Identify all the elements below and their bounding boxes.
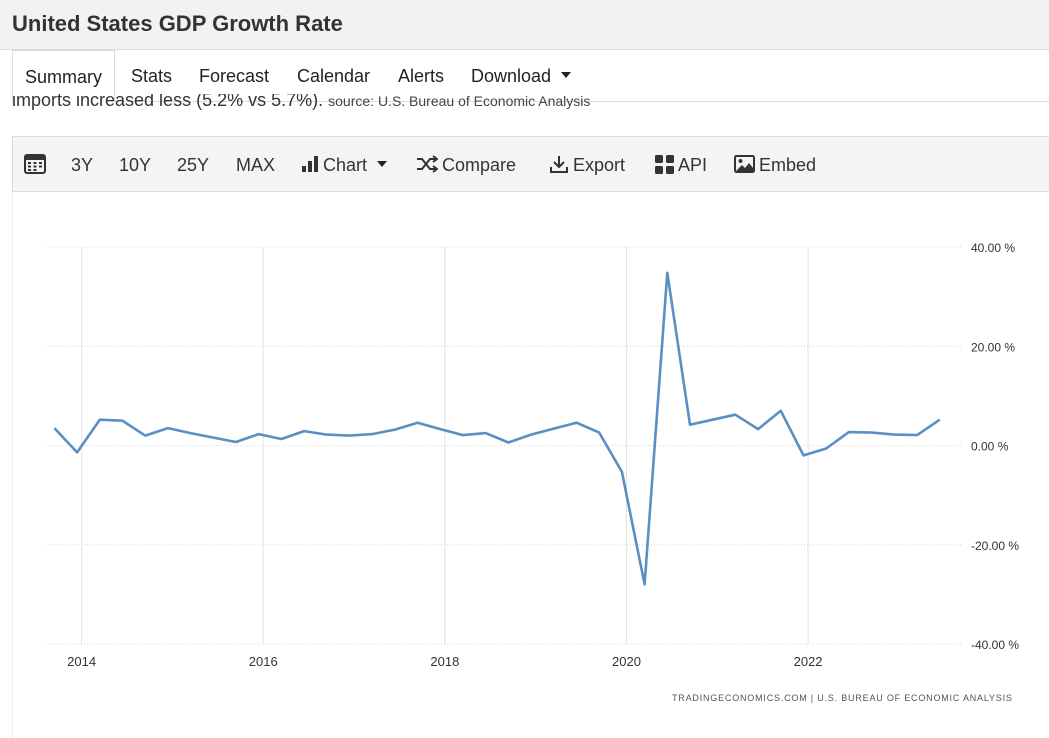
series-line[interactable] (53, 271, 941, 586)
compare-label: Compare (442, 155, 517, 175)
shuffle-icon (417, 155, 439, 174)
x-tick-label: 2016 (249, 654, 278, 669)
description-source: source: U.S. Bureau of Economic Analysis (328, 94, 591, 109)
description: imports increased less (5.2% vs 5.7%). s… (12, 94, 1012, 116)
embed-button[interactable]: Embed (734, 137, 816, 193)
api-button[interactable]: API (655, 137, 707, 193)
chart-area: 40.00 % 20.00 % 0.00 % -20.00 % -40.00 % 2014… (12, 193, 1049, 738)
tab-bar: Summary Stats Forecast Calendar Alerts D… (12, 50, 1049, 103)
range-max-button[interactable]: MAX (236, 155, 276, 175)
range-25y-button[interactable]: 25Y (177, 155, 210, 175)
chart-type-label: Chart (323, 155, 368, 175)
calendar-icon (24, 154, 46, 175)
x-tick-label: 2014 (67, 654, 96, 669)
chart-credit: TRADINGECONOMICS.COM | U.S. BUREAU OF EC… (672, 693, 1013, 703)
title-bar: United States GDP Growth Rate (0, 0, 1049, 50)
export-button[interactable]: Export (549, 137, 625, 193)
y-tick-label: -40.00 % (971, 638, 1019, 652)
description-text: imports increased less (5.2% vs 5.7%). (12, 94, 324, 110)
tab-download-label: Download (471, 66, 552, 86)
api-label: API (678, 155, 708, 175)
range-10y-button[interactable]: 10Y (119, 155, 152, 175)
range-3y-button[interactable]: 3Y (71, 155, 94, 175)
y-tick-label: 20.00 % (971, 340, 1015, 354)
x-tick-label: 2022 (794, 654, 823, 669)
tab-calendar[interactable]: Calendar (297, 66, 371, 86)
y-tick-label: 0.00 % (971, 440, 1009, 454)
x-tick-label: 2018 (430, 654, 459, 669)
compare-button[interactable]: Compare (416, 137, 516, 193)
x-tick-label: 2020 (612, 654, 641, 669)
chevron-down-icon (377, 161, 388, 168)
tab-stats[interactable]: Stats (131, 66, 173, 86)
tab-download[interactable]: Download (471, 50, 572, 102)
image-icon (734, 155, 755, 174)
chart-toolbar: 3Y 10Y 25Y MAX Chart Compare Export API (12, 136, 1049, 192)
export-label: Export (573, 155, 626, 175)
y-tick-label: -20.00 % (971, 539, 1019, 553)
bar-chart-icon (302, 156, 318, 173)
tab-forecast[interactable]: Forecast (199, 66, 270, 86)
chart-type-button[interactable]: Chart (301, 137, 388, 193)
calendar-button[interactable] (24, 137, 46, 193)
download-icon (550, 156, 568, 174)
grid-icon (655, 154, 674, 174)
tab-summary[interactable]: Summary (12, 50, 116, 103)
page-title: United States GDP Growth Rate (12, 11, 343, 36)
gdp-line-chart: 40.00 % 20.00 % 0.00 % -20.00 % -40.00 % 2014… (45, 241, 1019, 669)
tab-alerts[interactable]: Alerts (398, 66, 445, 86)
embed-label: Embed (759, 155, 817, 175)
chevron-down-icon (561, 72, 572, 79)
y-tick-label: 40.00 % (971, 241, 1015, 255)
